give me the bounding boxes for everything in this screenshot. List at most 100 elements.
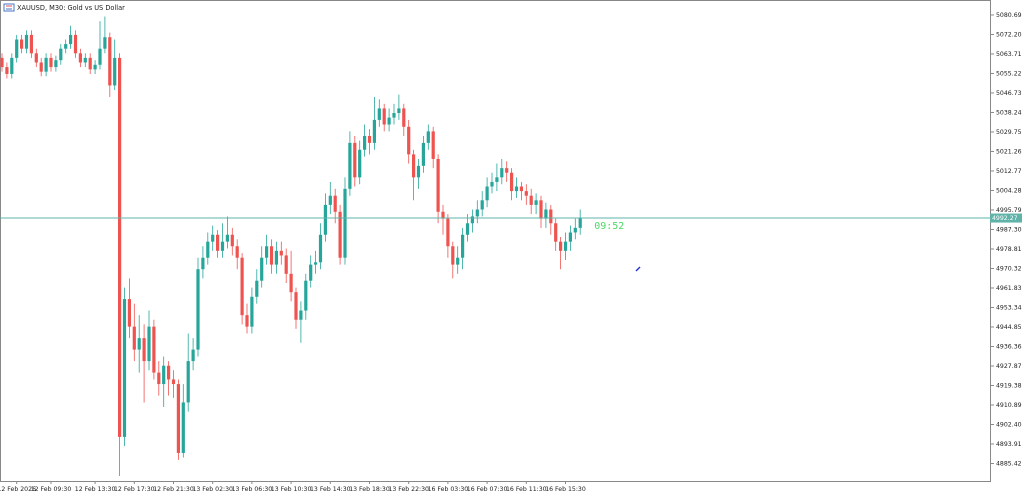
candle-body	[475, 209, 479, 217]
candle-body	[10, 57, 14, 74]
y-tick-label: 4953.34	[996, 304, 1022, 311]
candle-body	[88, 57, 92, 70]
x-tick-label: 13 Feb 22:30	[388, 486, 429, 493]
candle-body	[44, 57, 48, 72]
candle-body	[113, 57, 117, 86]
x-tick-label: 12 Feb 17:30	[114, 486, 155, 493]
y-tick-label: 4936.36	[996, 343, 1022, 350]
y-tick-label: 5055.22	[996, 70, 1022, 77]
y-tick-label: 4970.32	[996, 265, 1022, 272]
y-tick-label: 5080.69	[996, 12, 1022, 19]
y-tick-label: 4893.91	[996, 441, 1022, 448]
candle-body	[407, 126, 411, 155]
current-price-tag	[990, 213, 1022, 223]
candle-body	[397, 108, 401, 114]
candle-body	[0, 57, 4, 68]
candle-body	[578, 218, 582, 228]
y-tick-label: 5038.24	[996, 109, 1022, 116]
candle-body	[573, 227, 577, 233]
candle-body	[216, 234, 220, 251]
y-tick-label: 5029.75	[996, 129, 1022, 136]
candle-body	[260, 257, 264, 281]
candle-body	[338, 211, 342, 258]
candle-body	[294, 292, 298, 320]
candle-body	[103, 37, 107, 49]
candle-body	[534, 200, 538, 205]
candle-body	[73, 34, 78, 54]
candle-body	[348, 142, 352, 189]
candle-body	[132, 326, 136, 350]
candle-body	[78, 53, 82, 63]
y-tick-label: 4927.87	[996, 363, 1022, 370]
candle-body	[343, 188, 347, 258]
candle-body	[485, 186, 489, 201]
candle-body	[162, 365, 166, 385]
candle-body	[250, 296, 254, 327]
candle-body	[559, 241, 563, 251]
candle-body	[568, 232, 572, 242]
candle-body	[191, 349, 195, 362]
candle-body	[15, 39, 19, 58]
candle-body	[59, 48, 63, 61]
candle-body	[245, 315, 249, 327]
candle-body	[309, 264, 313, 281]
candle-body	[456, 257, 460, 265]
y-tick-label: 4944.85	[996, 324, 1022, 331]
x-tick-label: 13 Feb 18:30	[349, 486, 390, 493]
candle-body	[83, 57, 87, 63]
y-tick-label: 4910.89	[996, 402, 1022, 409]
candle-body	[235, 246, 239, 258]
y-tick-label: 5004.28	[996, 187, 1022, 194]
candle-body	[328, 195, 332, 205]
candle-body	[446, 218, 450, 247]
y-tick-label: 4987.30	[996, 226, 1022, 233]
x-tick-label: 12 Feb 21:30	[153, 486, 194, 493]
candle-body	[382, 108, 386, 125]
y-tick-label: 4961.83	[996, 285, 1022, 292]
y-tick-label: 4885.42	[996, 460, 1022, 467]
candle-body	[29, 34, 33, 54]
candle-body	[412, 154, 416, 178]
candle-body	[436, 158, 440, 212]
drawing-tool-mark	[635, 266, 641, 272]
y-tick-label: 5012.77	[996, 168, 1022, 175]
candle-body	[524, 191, 528, 196]
candle-body	[431, 131, 435, 159]
candle-body	[372, 119, 376, 143]
candle-body	[505, 168, 509, 173]
candle-body	[240, 257, 244, 316]
candle-body	[230, 234, 234, 247]
candle-body	[225, 234, 229, 242]
candle-body	[279, 250, 283, 256]
candle-body	[69, 34, 73, 45]
candle-body	[274, 250, 278, 265]
candle-body	[93, 64, 97, 70]
candle-body	[255, 280, 259, 297]
candle-body	[529, 195, 533, 205]
candle-body	[318, 234, 323, 263]
candle-body	[299, 310, 303, 320]
y-tick-label: 4995.79	[996, 207, 1022, 214]
candle-body	[5, 67, 9, 74]
candle-body	[122, 299, 127, 437]
candle-body	[314, 262, 318, 265]
candle-body	[421, 142, 425, 166]
candle-body	[127, 299, 131, 327]
candle-body	[20, 39, 24, 49]
candle-body	[304, 280, 308, 311]
candle-body	[490, 181, 494, 187]
candle-body	[480, 200, 484, 210]
candle-body	[54, 60, 58, 68]
candle-body	[171, 379, 176, 385]
candle-body	[142, 338, 146, 362]
y-tick-label: 5072.20	[996, 31, 1022, 38]
symbol-icon	[3, 3, 15, 12]
x-tick-label: 12 Feb 09:30	[31, 486, 72, 493]
x-tick-label: 16 Feb 03:30	[428, 486, 469, 493]
candle-body	[451, 246, 455, 265]
candle-body	[353, 142, 357, 178]
candle-body	[289, 273, 293, 293]
candle-body	[549, 209, 553, 224]
y-tick-label: 5063.71	[996, 51, 1022, 58]
